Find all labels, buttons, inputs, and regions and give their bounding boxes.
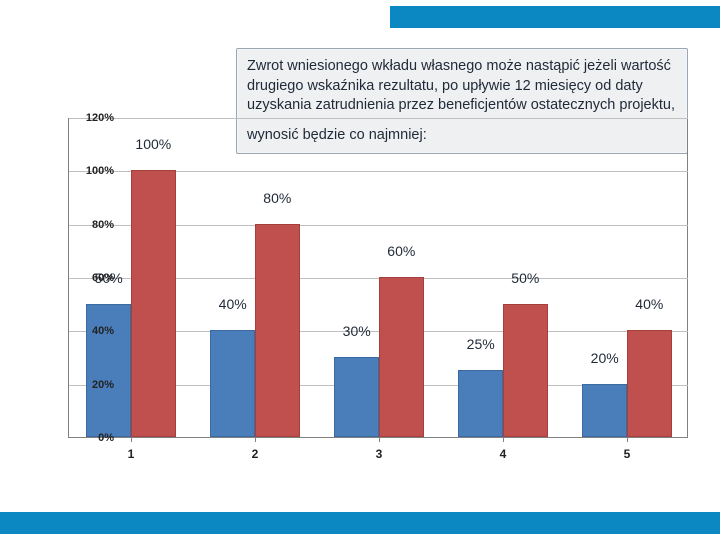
y-axis-label: 0% bbox=[76, 432, 114, 444]
x-axis-label: 3 bbox=[376, 447, 383, 461]
bar bbox=[503, 304, 548, 437]
bar bbox=[379, 277, 424, 437]
x-tick bbox=[627, 437, 628, 442]
x-axis-label: 2 bbox=[252, 447, 259, 461]
x-axis-label: 5 bbox=[624, 447, 631, 461]
y-axis-label: 60% bbox=[76, 272, 114, 284]
bar-value-label: 50% bbox=[511, 270, 539, 286]
callout-paragraph-1: Zwrot wniesionego wkładu własnego może n… bbox=[247, 57, 677, 116]
bar bbox=[627, 330, 672, 437]
x-tick bbox=[131, 437, 132, 442]
footer-accent-bar bbox=[0, 512, 720, 534]
y-axis-label: 20% bbox=[76, 379, 114, 391]
header-accent-bar bbox=[390, 6, 720, 28]
page-root: Zwrot wniesionego wkładu własnego może n… bbox=[0, 0, 720, 540]
plot-area: 50%100%140%80%230%60%325%50%420%40%5 bbox=[68, 118, 688, 438]
bar bbox=[86, 304, 131, 437]
y-axis-label: 120% bbox=[76, 112, 114, 124]
bar-value-label: 100% bbox=[135, 136, 171, 152]
bar-chart: 50%100%140%80%230%60%325%50%420%40%5 ...… bbox=[28, 118, 700, 470]
gridline bbox=[69, 118, 688, 119]
bar bbox=[582, 384, 627, 437]
x-axis-label: 4 bbox=[500, 447, 507, 461]
y-axis-label: 100% bbox=[76, 165, 114, 177]
x-axis-label: 1 bbox=[128, 447, 135, 461]
x-tick bbox=[503, 437, 504, 442]
bar-value-label: 40% bbox=[635, 296, 663, 312]
x-tick bbox=[255, 437, 256, 442]
bar bbox=[334, 357, 379, 437]
bar-value-label: 40% bbox=[219, 296, 247, 312]
bar bbox=[255, 224, 300, 437]
y-axis-label: 40% bbox=[76, 325, 114, 337]
bar-value-label: 20% bbox=[591, 350, 619, 366]
bar bbox=[458, 370, 503, 437]
bar-value-label: 25% bbox=[467, 336, 495, 352]
bar bbox=[210, 330, 255, 437]
bar-value-label: 30% bbox=[343, 323, 371, 339]
x-tick bbox=[379, 437, 380, 442]
bar bbox=[131, 170, 176, 437]
y-axis-label: 80% bbox=[76, 219, 114, 231]
bar-value-label: 60% bbox=[387, 243, 415, 259]
bar-value-label: 80% bbox=[263, 190, 291, 206]
